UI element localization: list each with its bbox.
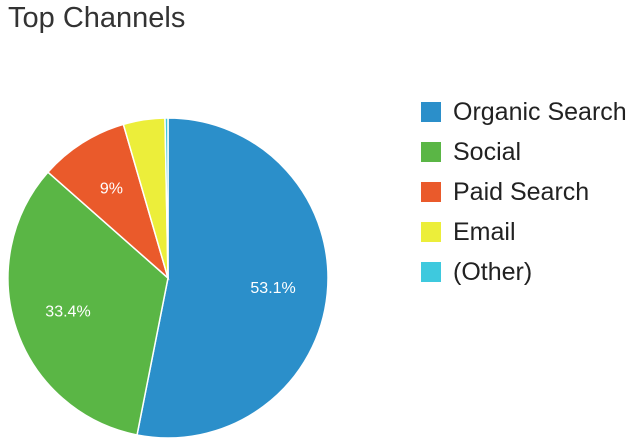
legend-label: Paid Search: [453, 177, 590, 206]
legend-label: Organic Search: [453, 97, 627, 126]
pie-slices: [7, 117, 329, 439]
legend-swatch: [421, 142, 441, 162]
legend-label: (Other): [453, 257, 533, 286]
legend-item[interactable]: Paid Search: [421, 172, 627, 212]
chart-title: Top Channels: [8, 2, 186, 34]
pie-slice-paid-search[interactable]: [46, 123, 170, 281]
pie-slice-organic-search[interactable]: [136, 117, 329, 439]
pie-slice-social[interactable]: [7, 171, 169, 436]
legend-swatch: [421, 222, 441, 242]
legend-item[interactable]: (Other): [421, 252, 627, 292]
pie-slice-labels: 53.1% 33.4% 9%: [45, 180, 295, 320]
pie-slice-label: 53.1%: [250, 280, 295, 297]
legend-item[interactable]: Social: [421, 132, 627, 172]
pie-slice-label: 9%: [100, 180, 123, 197]
chart-legend: Organic Search Social Paid Search Email (Oth…: [421, 92, 627, 292]
legend-swatch: [421, 262, 441, 282]
legend-item[interactable]: Organic Search: [421, 92, 627, 132]
pie-slice-label: 33.4%: [45, 303, 90, 320]
pie-slice-other[interactable]: [164, 117, 169, 279]
legend-label: Email: [453, 217, 516, 246]
legend-swatch: [421, 102, 441, 122]
legend-item[interactable]: Email: [421, 212, 627, 252]
legend-label: Social: [453, 137, 522, 166]
legend-swatch: [421, 182, 441, 202]
